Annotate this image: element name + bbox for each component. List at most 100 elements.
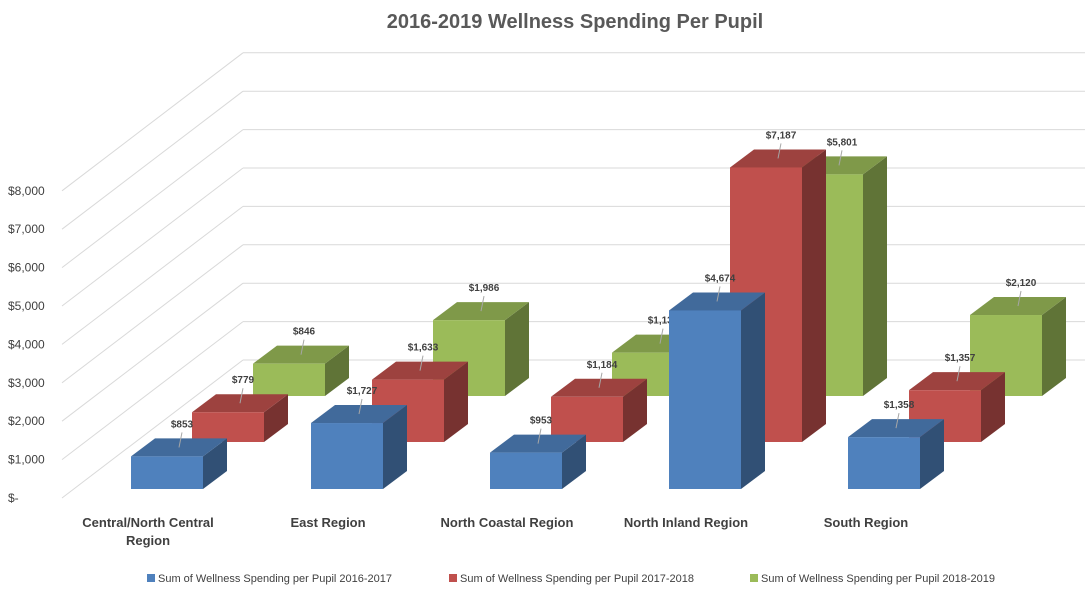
data-label-leader — [716, 286, 721, 302]
y-tick-label: $4,000 — [8, 337, 45, 351]
y-tick-label: $5,000 — [8, 299, 45, 313]
bar-front — [848, 437, 920, 489]
bar-sum-of-wellness-spending-per-pupil-2016-2017-2: $953 — [490, 416, 586, 489]
bar-front — [551, 396, 623, 442]
data-label-leader — [1017, 290, 1022, 307]
grid-line-side — [61, 167, 244, 307]
bar-side — [741, 292, 765, 489]
bar-side — [203, 438, 227, 489]
data-label: $7,187 — [766, 130, 797, 141]
bar-side — [383, 405, 407, 489]
legend-label: Sum of Wellness Spending per Pupil 2016-… — [158, 573, 392, 585]
data-label: $846 — [293, 327, 316, 338]
y-tick-label: $1,000 — [8, 453, 45, 467]
data-label-leader — [838, 150, 843, 166]
bar-side — [863, 156, 887, 396]
bar-front — [131, 456, 203, 489]
y-tick-label: $2,000 — [8, 414, 45, 428]
bar-side — [562, 434, 586, 489]
y-tick-label: $3,000 — [8, 376, 45, 390]
grid-line-side — [61, 244, 244, 384]
bar-side — [920, 419, 944, 489]
bar-sum-of-wellness-spending-per-pupil-2018-2019-0: $846 — [253, 327, 349, 396]
bar-front — [192, 412, 264, 442]
data-label-leader — [239, 388, 244, 404]
grid-line-side — [61, 359, 244, 499]
legend: Sum of Wellness Spending per Pupil 2016-… — [147, 573, 995, 585]
legend-swatch — [750, 574, 758, 582]
data-label: $2,120 — [1006, 278, 1037, 289]
category-label: North Coastal Region — [441, 515, 574, 530]
bar-front — [253, 363, 325, 396]
grid-line-side — [61, 282, 244, 422]
chart-title: 2016-2019 Wellness Spending Per Pupil — [387, 11, 763, 33]
data-label: $1,633 — [408, 343, 439, 354]
data-label-leader — [480, 296, 485, 312]
bar-sum-of-wellness-spending-per-pupil-2018-2019-1: $1,986 — [433, 283, 529, 396]
y-tick-label: $8,000 — [8, 184, 45, 198]
bar-sum-of-wellness-spending-per-pupil-2017-2018-0: $779 — [192, 375, 288, 442]
legend-label: Sum of Wellness Spending per Pupil 2017-… — [460, 573, 694, 585]
data-label-leader — [659, 328, 664, 344]
legend-item: Sum of Wellness Spending per Pupil 2016-… — [147, 573, 392, 585]
bar-sum-of-wellness-spending-per-pupil-2018-2019-4: $2,120 — [970, 278, 1066, 396]
data-label-leader — [537, 428, 542, 444]
bar-side — [802, 149, 826, 442]
grid-line-side — [61, 321, 244, 460]
data-label-leader — [419, 355, 424, 371]
grid-line-side — [61, 52, 244, 192]
bar-side — [264, 394, 288, 442]
data-label-leader — [300, 339, 305, 355]
bar-side — [444, 361, 468, 442]
bar-front — [311, 423, 383, 489]
y-tick-label: $- — [8, 491, 19, 505]
category-label: East Region — [290, 515, 365, 530]
data-label: $1,727 — [347, 386, 378, 397]
data-label: $953 — [530, 416, 553, 427]
category-label: South Region — [824, 515, 909, 530]
grid — [61, 52, 1085, 499]
bar-side — [623, 378, 647, 442]
data-label-leader — [956, 366, 961, 382]
bar-side — [505, 302, 529, 396]
data-label: $1,986 — [469, 283, 500, 294]
data-label: $1,135 — [648, 316, 679, 327]
data-label-leader — [777, 143, 782, 159]
bar-sum-of-wellness-spending-per-pupil-2016-2017-1: $1,727 — [311, 386, 407, 489]
category-label: Central/North Central — [82, 515, 213, 530]
data-label-leader — [178, 432, 183, 448]
data-label: $1,358 — [884, 400, 915, 411]
legend-label: Sum of Wellness Spending per Pupil 2018-… — [761, 573, 995, 585]
data-label: $1,184 — [587, 360, 618, 371]
bar-front — [669, 310, 741, 489]
data-label-leader — [358, 398, 363, 415]
legend-swatch — [147, 574, 155, 582]
bar-sum-of-wellness-spending-per-pupil-2016-2017-0: $853 — [131, 419, 227, 489]
grid-line-side — [61, 206, 244, 345]
grid-line-side — [61, 90, 244, 230]
bar-front — [490, 452, 562, 489]
data-label: $1,357 — [945, 353, 976, 364]
legend-item: Sum of Wellness Spending per Pupil 2017-… — [449, 573, 694, 585]
legend-swatch — [449, 574, 457, 582]
bars: $846 $1,986 $1,135 $5,801 $2,120 $779 $1,633 $1… — [131, 130, 1066, 489]
grid-line-side — [61, 129, 244, 268]
data-label: $779 — [232, 375, 255, 386]
y-axis: $- $1,000 $2,000 $3,000 $4,000 $5,000 $6,000 $7… — [8, 184, 45, 505]
data-label: $5,801 — [827, 137, 858, 148]
category-label: Region — [126, 533, 170, 548]
bar-side — [1042, 297, 1066, 396]
bar-sum-of-wellness-spending-per-pupil-2016-2017-4: $1,358 — [848, 400, 944, 489]
bar-side — [325, 345, 349, 396]
y-tick-label: $6,000 — [8, 261, 45, 275]
legend-item: Sum of Wellness Spending per Pupil 2018-… — [750, 573, 995, 585]
data-label: $853 — [171, 419, 194, 430]
bar-side — [981, 372, 1005, 442]
category-label: North Inland Region — [624, 515, 748, 530]
data-label-leader — [895, 413, 900, 429]
bar-sum-of-wellness-spending-per-pupil-2016-2017-3: $4,674 — [669, 273, 765, 489]
data-label: $4,674 — [705, 273, 736, 284]
data-label-leader — [598, 372, 603, 388]
x-axis: Central/North Central Region East Region No… — [82, 515, 908, 548]
